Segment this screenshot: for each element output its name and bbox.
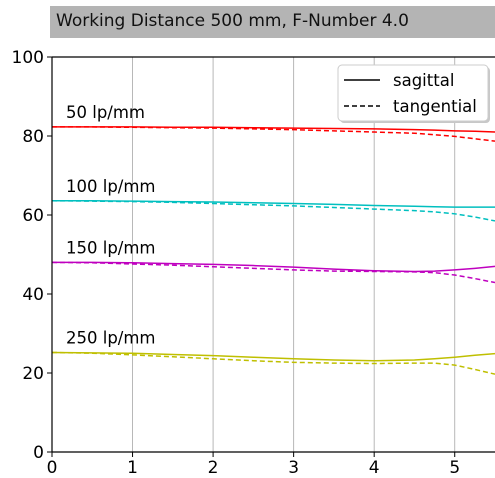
x-tick-label: 0 (47, 458, 58, 478)
x-tick-label: 2 (208, 458, 219, 478)
y-tick-label: 40 (22, 285, 44, 305)
series-layer (51, 126, 495, 375)
group-label: 250 lp/mm (66, 328, 156, 347)
axis-layer: 0 1 2 3 4 5 0 20 40 60 80 100 (12, 48, 495, 478)
y-tick-label: 60 (22, 206, 44, 226)
y-tick-label: 20 (22, 364, 44, 384)
y-tick-label: 0 (33, 443, 44, 463)
x-tick-label: 3 (288, 458, 299, 478)
sagittal-series-line (51, 351, 495, 362)
tangential-series-line (51, 261, 495, 284)
group-label-layer: 50 lp/mm 100 lp/mm 150 lp/mm 250 lp/mm (66, 103, 156, 348)
sagittal-series-line (52, 126, 495, 133)
tangential-series-line (52, 126, 495, 142)
group-label: 100 lp/mm (66, 177, 156, 196)
y-tick-label: 100 (12, 48, 44, 68)
legend: sagittal tangential (337, 64, 490, 123)
x-tick-label: 5 (449, 458, 460, 478)
tangential-series-line (51, 351, 495, 375)
sagittal-series-line (52, 261, 495, 273)
legend-box (337, 64, 489, 122)
y-tick-label: 80 (22, 127, 44, 147)
chart-title-bar: Working Distance 500 mm, F-Number 4.0 (50, 6, 495, 38)
x-tick-label: 1 (127, 458, 138, 478)
group-label: 50 lp/mm (66, 103, 145, 122)
legend-label: tangential (393, 97, 477, 116)
group-label: 150 lp/mm (66, 238, 156, 257)
x-tick-label: 4 (369, 458, 380, 478)
chart-title: Working Distance 500 mm, F-Number 4.0 (56, 11, 409, 31)
sagittal-series-line (52, 200, 495, 208)
legend-label: sagittal (393, 71, 454, 90)
